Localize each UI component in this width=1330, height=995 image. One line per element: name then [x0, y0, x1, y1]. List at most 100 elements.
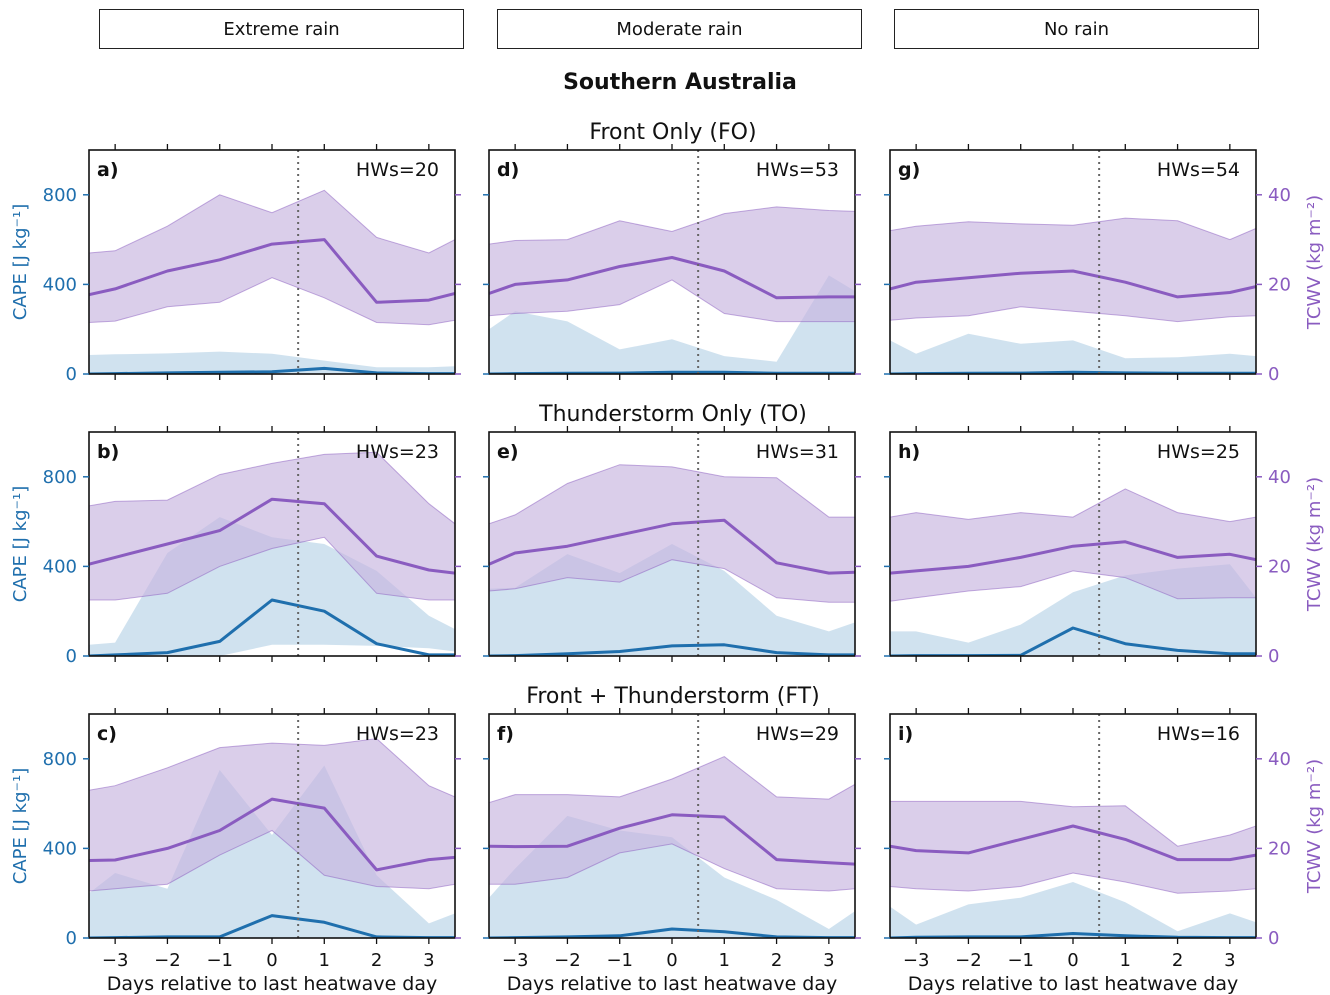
panel-plot-area — [489, 206, 855, 374]
panel-plot-area — [489, 756, 855, 938]
cape-median-line — [489, 643, 855, 656]
x-tick-label: −3 — [502, 950, 529, 971]
cape-y-tick-label: 0 — [66, 928, 77, 949]
panel-a: 0 400 800 a) HWs=20 CAPE [J kg⁻¹] — [10, 144, 461, 385]
panel-label: g) — [898, 159, 920, 181]
panel-hws-count: HWs=53 — [756, 159, 839, 181]
panel-g: 0 20 40 g) HWs=54 TCWV (kg m⁻²) — [884, 144, 1325, 385]
cape-range-band — [89, 765, 455, 938]
tcwv-y-tick-label: 0 — [1268, 646, 1279, 667]
panel-c: −3 −2 −1 0 1 2 3 0 400 800 c) HWs=23 CAPE [J kg⁻¹] Da… — [10, 708, 461, 995]
x-axis-label: Days relative to last heatwave day — [908, 973, 1239, 995]
tcwv-median-line — [89, 797, 455, 872]
tcwv-y-tick-label: 20 — [1268, 274, 1291, 295]
panel-f: −3 −2 −1 0 1 2 3 f) HWs=29 Days relative to last … — [483, 708, 861, 995]
panel-label: a) — [97, 159, 119, 181]
tcwv-median-line — [890, 269, 1256, 299]
panel-hws-count: HWs=23 — [356, 441, 439, 463]
tcwv-axis-label: TCWV (kg m⁻²) — [1304, 759, 1325, 894]
cape-y-tick-label: 400 — [43, 274, 77, 295]
x-tick-label: 2 — [1172, 950, 1183, 971]
cape-y-tick-label: 800 — [43, 467, 77, 488]
panel-hws-count: HWs=20 — [356, 159, 439, 181]
cape-range-band — [489, 275, 855, 374]
tcwv-y-tick-label: 20 — [1268, 556, 1291, 577]
cape-y-tick-label: 0 — [66, 364, 77, 385]
x-tick-label: −2 — [955, 950, 982, 971]
x-tick-label: 0 — [1067, 950, 1078, 971]
tcwv-median-line — [890, 540, 1256, 575]
panel-e: e) HWs=31 — [483, 426, 861, 662]
tcwv-y-tick-label: 40 — [1268, 749, 1291, 770]
cape-range-band — [890, 882, 1256, 938]
x-tick-label: −1 — [1007, 950, 1034, 971]
x-tick-label: 3 — [423, 950, 434, 971]
cape-y-tick-label: 0 — [66, 646, 77, 667]
x-tick-label: 2 — [771, 950, 782, 971]
x-tick-label: −3 — [903, 950, 930, 971]
header-moderate-rain: Moderate rain — [497, 9, 862, 49]
cape-range-band — [890, 333, 1256, 374]
tcwv-median-line — [89, 238, 455, 304]
panel-plot-area — [890, 217, 1256, 374]
x-tick-label: 1 — [319, 950, 330, 971]
cape-axis-label: CAPE [J kg⁻¹] — [10, 768, 31, 884]
panel-hws-count: HWs=16 — [1157, 723, 1240, 745]
cape-range-band — [89, 351, 455, 374]
cape-y-tick-label: 400 — [43, 838, 77, 859]
panel-label: i) — [898, 723, 913, 745]
row-title: Front Only (FO) — [589, 120, 756, 145]
cape-y-tick-label: 800 — [43, 185, 77, 206]
panel-label: f) — [497, 723, 514, 745]
header-extreme-rain: Extreme rain — [99, 9, 464, 49]
tcwv-range-band — [489, 206, 855, 323]
tcwv-median-line — [489, 256, 855, 300]
x-tick-label: −1 — [206, 950, 233, 971]
panel-b: 0 400 800 b) HWs=23 CAPE [J kg⁻¹] — [10, 426, 461, 667]
cape-median-line — [89, 598, 455, 656]
tcwv-median-line — [890, 824, 1256, 862]
panel-plot-area — [89, 189, 455, 374]
panel-label: b) — [97, 441, 119, 463]
x-tick-label: 3 — [1224, 950, 1235, 971]
x-axis-label: Days relative to last heatwave day — [507, 973, 838, 995]
tcwv-range-band — [489, 756, 855, 892]
x-tick-label: 3 — [823, 950, 834, 971]
panel-label: e) — [497, 441, 519, 463]
panel-hws-count: HWs=29 — [756, 723, 839, 745]
cape-y-tick-label: 400 — [43, 556, 77, 577]
panel-hws-count: HWs=31 — [756, 441, 839, 463]
tcwv-median-line — [489, 518, 855, 575]
tcwv-y-tick-label: 40 — [1268, 467, 1291, 488]
cape-y-tick-label: 800 — [43, 749, 77, 770]
x-tick-label: 0 — [266, 950, 277, 971]
tcwv-median-line — [89, 497, 455, 575]
tcwv-range-band — [89, 451, 455, 601]
panel-hws-count: HWs=54 — [1157, 159, 1240, 181]
x-tick-label: 2 — [371, 950, 382, 971]
x-axis-label: Days relative to last heatwave day — [107, 973, 438, 995]
tcwv-axis-label: TCWV (kg m⁻²) — [1304, 195, 1325, 330]
panel-plot-area — [489, 464, 855, 656]
x-tick-label: 1 — [719, 950, 730, 971]
panel-label: d) — [497, 159, 519, 181]
panel-i: −3 −2 −1 0 1 2 3 0 20 40 i) HWs=16 TCWV (kg m⁻²) Days… — [884, 708, 1325, 995]
row-title: Front + Thunderstorm (FT) — [526, 684, 819, 709]
x-tick-label: −1 — [606, 950, 633, 971]
row-title: Thunderstorm Only (TO) — [538, 402, 807, 427]
cape-axis-label: CAPE [J kg⁻¹] — [10, 204, 31, 320]
x-tick-label: −2 — [554, 950, 581, 971]
panel-plot-area — [890, 800, 1256, 938]
tcwv-range-band — [489, 464, 855, 603]
x-tick-label: 0 — [666, 950, 677, 971]
header-no-rain: No rain — [894, 9, 1259, 49]
tcwv-median-line — [489, 813, 855, 866]
x-tick-label: −2 — [154, 950, 181, 971]
suptitle: Southern Australia — [563, 70, 797, 95]
tcwv-y-tick-label: 40 — [1268, 185, 1291, 206]
tcwv-axis-label: TCWV (kg m⁻²) — [1304, 477, 1325, 612]
x-tick-label: −3 — [102, 950, 129, 971]
panel-label: h) — [898, 441, 920, 463]
cape-axis-label: CAPE [J kg⁻¹] — [10, 486, 31, 602]
